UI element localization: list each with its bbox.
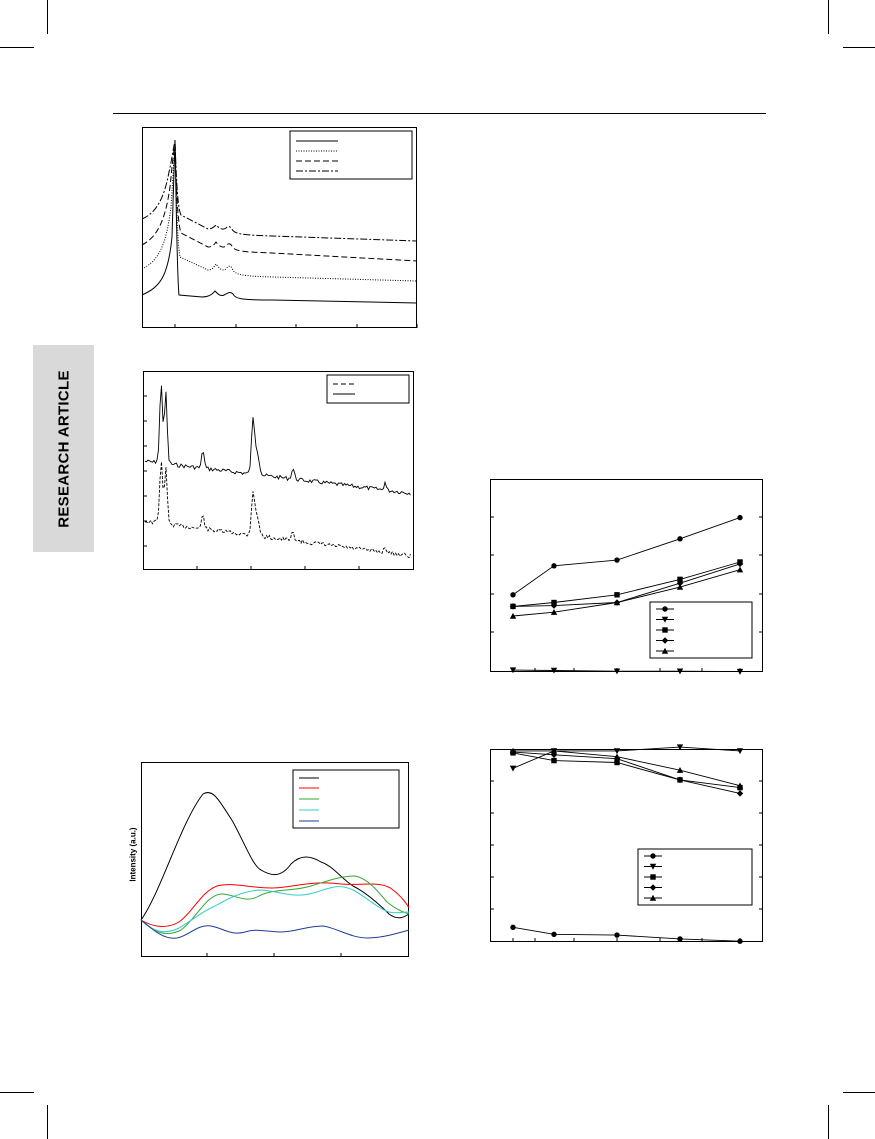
- triangle-up-marker: [613, 599, 621, 606]
- pl-y-axis-label: Intensity (a.u.): [128, 827, 138, 882]
- triangle-up-marker: [676, 583, 684, 590]
- circle-marker: [510, 592, 516, 598]
- diamond-marker: [649, 884, 657, 891]
- series-line-5: [513, 750, 741, 787]
- pl-series-green: [140, 875, 410, 935]
- circle-marker: [677, 536, 683, 542]
- triangle-down-marker: [509, 765, 517, 772]
- circle-marker: [650, 853, 656, 859]
- spectrum-4: [141, 140, 418, 242]
- triangle-down-marker: [649, 863, 657, 870]
- circle-marker: [737, 514, 743, 521]
- legend-box: [292, 769, 400, 829]
- triangle-up-marker: [736, 566, 744, 573]
- circle-marker: [551, 563, 557, 569]
- y-ticks: [490, 780, 763, 910]
- circle-marker: [614, 557, 620, 563]
- circle-marker: [551, 931, 557, 937]
- square-marker: [551, 757, 557, 764]
- triangle-up-marker: [649, 894, 657, 901]
- triangle-up-marker: [661, 647, 669, 654]
- crop-mark-tl-v: [47, 0, 48, 34]
- circle-marker: [614, 932, 620, 938]
- series-line-1: [512, 517, 741, 596]
- triangle-up-marker: [613, 753, 621, 760]
- diamond-marker: [676, 580, 684, 587]
- triangle-up-marker: [509, 747, 517, 754]
- triangle-down-marker: [661, 616, 669, 623]
- crop-mark-br-h: [843, 1092, 875, 1093]
- pl-series-black: [140, 792, 410, 921]
- diamond-marker: [676, 776, 684, 784]
- legend-box: [326, 374, 410, 404]
- figure-trend-decreasing: [490, 744, 763, 944]
- triangle-up-marker: [509, 612, 517, 619]
- triangle-down-marker: [676, 744, 684, 751]
- crop-mark-tl-h: [0, 47, 34, 48]
- diamond-marker: [550, 602, 558, 609]
- triangle-up-marker: [550, 747, 558, 754]
- circle-marker: [662, 606, 668, 612]
- square-marker: [662, 627, 668, 633]
- diamond-marker: [509, 603, 517, 610]
- triangle-down-marker: [509, 667, 517, 674]
- triangle-up-marker: [550, 608, 558, 615]
- crop-mark-tr-v: [828, 0, 829, 34]
- header-rule: [113, 113, 766, 114]
- crop-mark-bl-h: [0, 1092, 34, 1093]
- triangle-down-marker: [736, 748, 744, 755]
- square-marker: [650, 874, 656, 880]
- figure-pl: [140, 762, 410, 957]
- plot-frame: [490, 749, 763, 942]
- trend-down-legend-markers: [644, 853, 662, 901]
- side-tab-label: RESEARCH ARTICLE: [55, 369, 72, 528]
- legend-box: [289, 130, 413, 180]
- plot-frame: [142, 127, 417, 328]
- triangle-up-marker: [736, 782, 744, 789]
- triangle-down-marker: [736, 668, 744, 675]
- pl-series-red: [140, 882, 410, 927]
- triangle-down-marker: [613, 668, 621, 675]
- spectrum-1: [141, 139, 418, 304]
- trend-up-series: [509, 514, 744, 675]
- circle-marker: [510, 924, 516, 931]
- crop-mark-br-v: [828, 1105, 829, 1139]
- square-marker: [677, 576, 683, 583]
- triangle-down-marker: [550, 667, 558, 674]
- circle-marker: [737, 938, 743, 944]
- x-ticks: [174, 324, 418, 328]
- pl-series-cyan: [140, 886, 410, 933]
- series-line-3: [512, 752, 741, 789]
- x-ticks: [206, 953, 342, 957]
- x-ticks: [196, 566, 360, 570]
- plot-frame: [141, 762, 409, 957]
- trend-up-legend-markers: [656, 606, 674, 654]
- crop-mark-bl-v: [47, 1105, 48, 1139]
- triangle-up-marker: [676, 767, 684, 773]
- diamond-marker: [736, 790, 744, 797]
- spectrum-2: [141, 142, 418, 282]
- figure-spectra-stacked: [141, 127, 418, 328]
- crop-mark-tr-h: [843, 47, 875, 48]
- spectrum-3: [141, 144, 418, 262]
- xrd-pattern-solid: [144, 385, 411, 496]
- figure-trend-increasing: [490, 479, 763, 675]
- square-marker: [614, 759, 620, 766]
- triangle-down-marker: [676, 668, 684, 675]
- y-ticks: [490, 516, 763, 633]
- pl-series-blue: [140, 919, 410, 939]
- figure-xrd: [143, 371, 414, 570]
- side-tab: RESEARCH ARTICLE: [33, 345, 94, 552]
- square-marker: [614, 592, 620, 598]
- diamond-marker: [736, 560, 744, 568]
- xrd-pattern-dashed: [144, 461, 411, 559]
- circle-marker: [677, 936, 683, 942]
- triangle-down-marker: [613, 748, 621, 755]
- trend-down-series: [509, 744, 744, 944]
- series-line-1: [512, 926, 741, 942]
- y-ticks: [143, 395, 147, 547]
- diamond-marker: [661, 637, 669, 644]
